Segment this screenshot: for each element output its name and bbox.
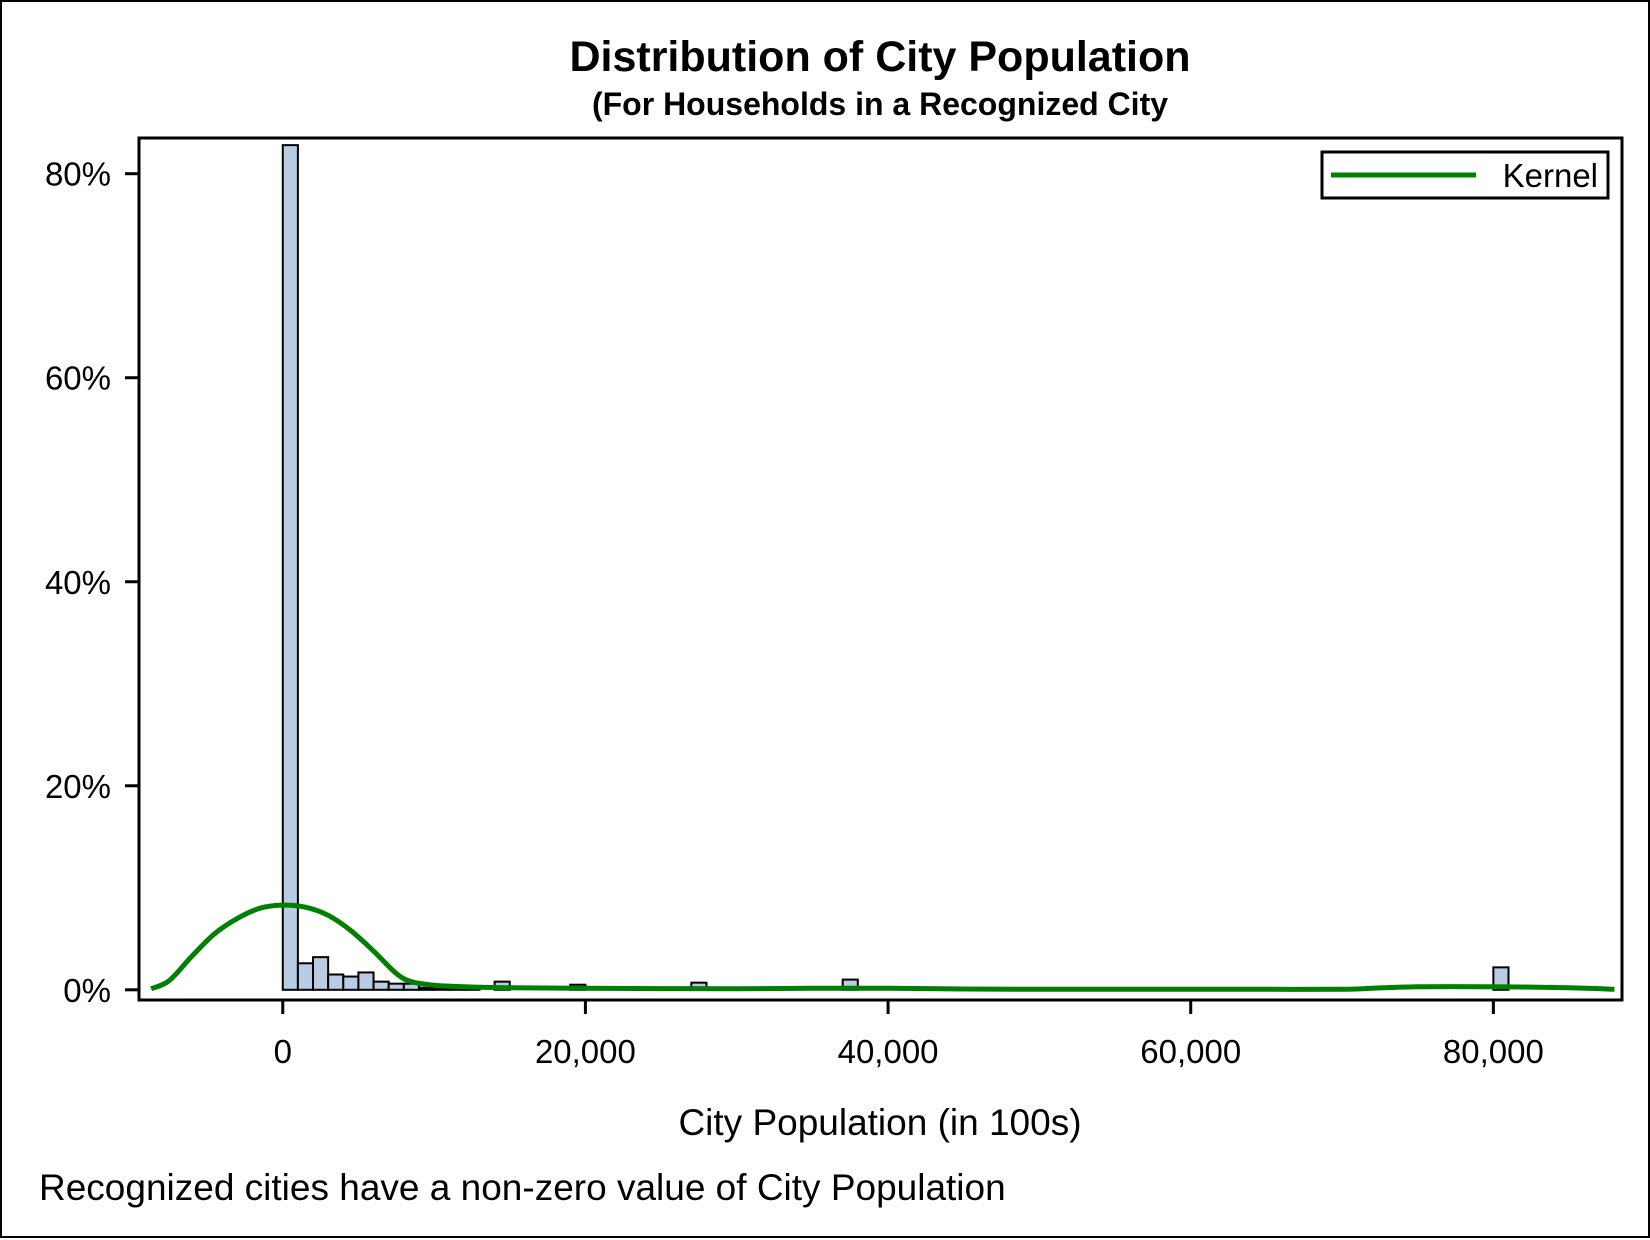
histogram-bar-4 <box>342 975 360 991</box>
footnote: Recognized cities have a non-zero value … <box>39 1167 1006 1208</box>
x-tick-label-2: 40,000 <box>838 1033 939 1070</box>
histogram-bar-5 <box>357 971 375 991</box>
y-tick-label-1: 20% <box>45 768 111 805</box>
y-tick-label-0: 0% <box>63 972 111 1009</box>
plot-area-border <box>137 136 1624 1002</box>
x-axis-label: City Population (in 100s) <box>678 1102 1081 1143</box>
legend: Kernel <box>1320 150 1610 200</box>
y-tick-label-2: 40% <box>45 564 111 601</box>
x-tick-label-3: 60,000 <box>1140 1033 1241 1070</box>
histogram-bar-9 <box>417 986 436 991</box>
x-tick-label-4: 80,000 <box>1443 1033 1544 1070</box>
histogram-bar-3 <box>327 973 345 991</box>
histogram-bar-1 <box>296 962 315 991</box>
x-axis: 0 20,000 40,000 60,000 80,000 <box>274 1000 1544 1070</box>
legend-kernel-label: Kernel <box>1503 157 1598 194</box>
chart-subtitle: (For Households in a Recognized City <box>592 86 1168 122</box>
histogram-bar-7 <box>387 982 405 991</box>
x-tick-label-0: 0 <box>274 1033 292 1070</box>
histogram-bar-2 <box>312 956 330 991</box>
histogram-bar-0 <box>281 144 299 991</box>
histogram-bar-17 <box>1492 966 1510 991</box>
x-tick-label-1: 20,000 <box>535 1033 636 1070</box>
kernel-density-series <box>150 902 1615 992</box>
y-tick-label-3: 60% <box>45 360 111 397</box>
chart-title: Distribution of City Population <box>569 33 1190 81</box>
histogram-bar-6 <box>372 980 390 991</box>
kernel-line <box>150 902 1615 992</box>
histogram-bars <box>281 144 1510 991</box>
y-tick-label-4: 80% <box>45 156 111 193</box>
y-axis: 0% 20% 40% 60% 80% <box>45 156 139 1009</box>
